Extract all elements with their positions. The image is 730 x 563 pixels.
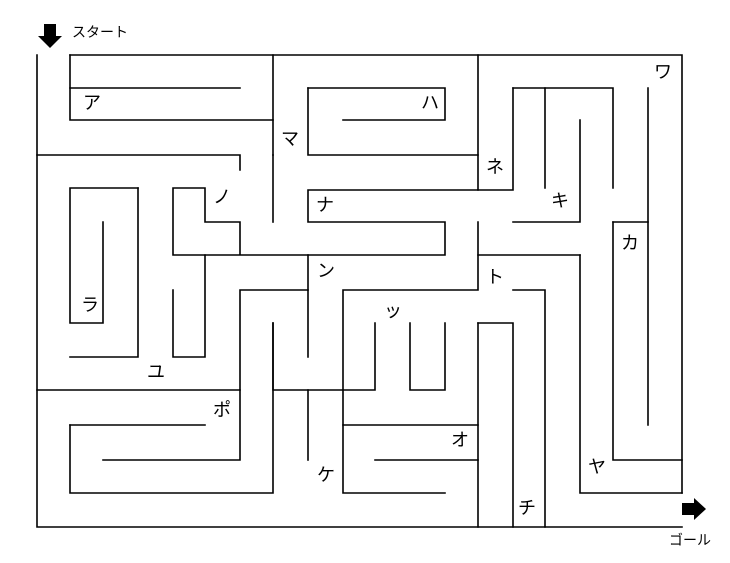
label-ka: カ: [621, 233, 639, 254]
label-chi: チ: [518, 498, 536, 519]
label-ya: ヤ: [588, 457, 606, 478]
label-to: ト: [486, 267, 504, 288]
goal-label: ゴール: [669, 532, 711, 549]
label-ne: ネ: [486, 157, 504, 178]
start-arrow-icon: [38, 24, 62, 48]
label-no: ノ: [213, 187, 231, 208]
label-ha: ハ: [421, 93, 439, 114]
maze-labels: ア ハ マ ワ ネ キ ノ ナ カ ン ト ラ ッ ユ ポ オ ケ ヤ チ: [81, 62, 672, 519]
label-ke: ケ: [317, 465, 335, 486]
label-n: ン: [317, 261, 335, 282]
label-ki: キ: [551, 191, 569, 212]
label-o: オ: [451, 430, 469, 451]
label-po: ポ: [213, 400, 231, 421]
maze-walls: [36, 54, 683, 528]
label-a: ア: [83, 93, 101, 114]
label-wa: ワ: [654, 62, 672, 83]
start-label: スタート: [72, 25, 128, 41]
label-ma: マ: [281, 129, 299, 150]
label-tsu: ッ: [384, 301, 402, 322]
label-yu: ユ: [147, 362, 165, 383]
label-na: ナ: [316, 195, 334, 216]
goal-arrow-icon: [682, 498, 706, 520]
label-ra: ラ: [81, 295, 99, 316]
